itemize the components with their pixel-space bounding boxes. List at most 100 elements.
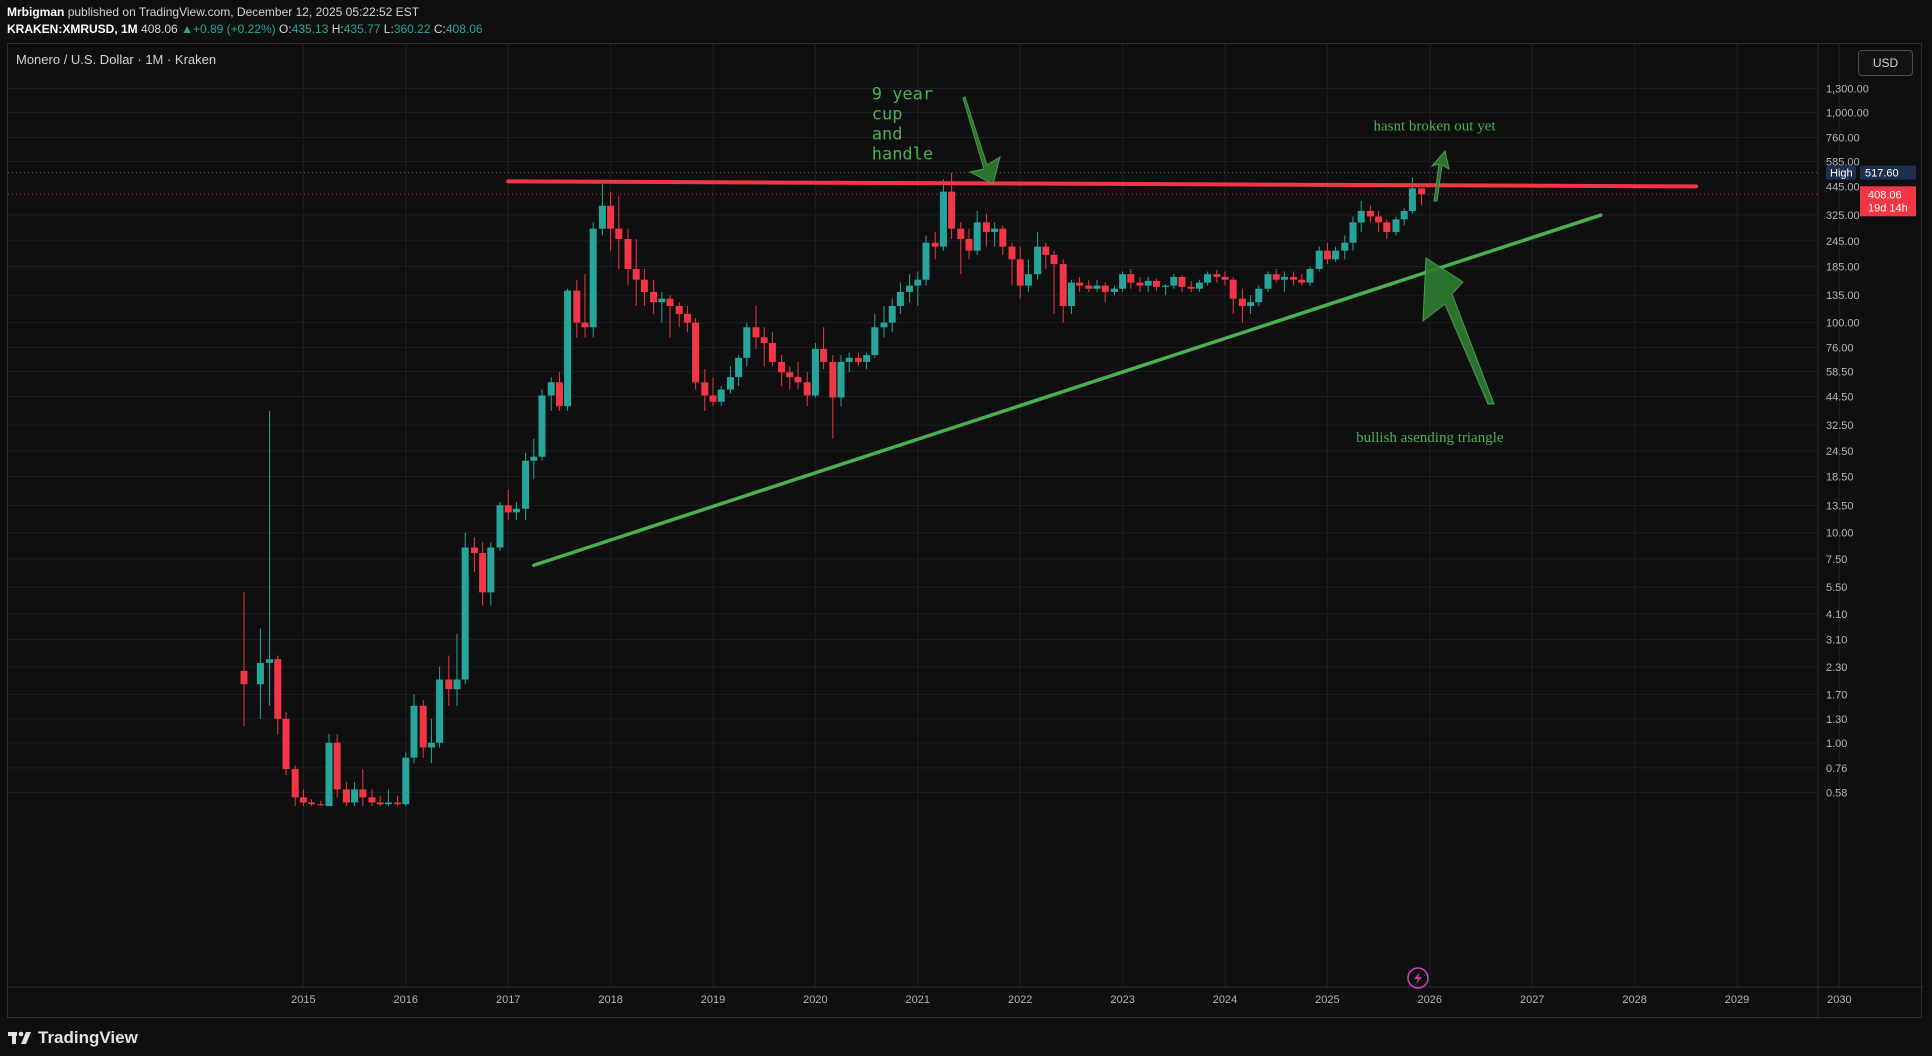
last-price-badge <box>1860 186 1916 217</box>
candle <box>1290 271 1298 286</box>
quote-line: KRAKEN:XMRUSD, 1M 408.06 ▲+0.89 (+0.22%)… <box>7 21 483 37</box>
candle-body <box>811 348 819 396</box>
candle-body <box>837 361 845 398</box>
candle-body <box>701 382 709 396</box>
candle-body <box>1272 274 1280 280</box>
tradingview-logo-icon <box>8 1030 32 1046</box>
candle <box>658 291 666 323</box>
candle-body <box>615 228 623 239</box>
candle <box>1136 276 1144 292</box>
last-price-text: 408.06 <box>1868 189 1902 201</box>
chart-area[interactable]: 9 year cup and handle hasnt broken out yet bu… <box>7 43 1923 1019</box>
candle-body <box>282 718 290 770</box>
gridlines <box>8 44 1840 987</box>
candle <box>1383 219 1391 239</box>
time-tick-label: 2021 <box>906 994 930 1006</box>
publish-info: Mrbigman published on TradingView.com, D… <box>7 4 419 20</box>
candle <box>538 389 546 461</box>
breakout-arrow-icon <box>1430 149 1450 202</box>
price-tick-label: 44.50 <box>1826 391 1854 403</box>
candle <box>794 361 802 390</box>
candle-body <box>871 327 879 356</box>
candle <box>632 238 640 306</box>
candle-body <box>863 355 871 362</box>
price-tick-label: 100.00 <box>1826 318 1860 330</box>
time-tick-label: 2026 <box>1418 994 1442 1006</box>
symbol-name[interactable]: KRAKEN:XMRUSD, 1M <box>7 22 138 36</box>
time-tick-label: 2022 <box>1008 994 1032 1006</box>
candle <box>1323 242 1331 265</box>
candle-body <box>786 372 794 378</box>
currency-button[interactable]: USD <box>1858 50 1913 76</box>
cup-annotation-line: 9 year <box>872 85 933 105</box>
candle-body <box>291 769 299 798</box>
low-value: 360.22 <box>393 22 431 36</box>
candle <box>266 410 274 706</box>
candle-body <box>1067 282 1075 306</box>
candle-body <box>794 377 802 383</box>
candle <box>973 210 981 255</box>
candle-body <box>1323 250 1331 260</box>
candle-body <box>419 705 427 748</box>
triangle-arrow-icon <box>1422 257 1495 405</box>
price-tick-label: 1,300.00 <box>1826 84 1869 96</box>
candle <box>1152 278 1160 291</box>
price-tick-label: 2.30 <box>1826 662 1847 674</box>
change-up-icon: ▲ <box>181 22 193 36</box>
candle <box>1204 271 1212 286</box>
candle <box>957 222 965 275</box>
high-price-text: 517.60 <box>1865 168 1899 180</box>
candle-body <box>487 547 495 593</box>
candle <box>760 327 768 367</box>
tradingview-brand: TradingView <box>38 1028 138 1047</box>
candle-body <box>735 357 743 378</box>
candle <box>1229 276 1237 314</box>
candle <box>1144 276 1152 292</box>
time-tick-label: 2024 <box>1213 994 1237 1006</box>
candle <box>461 532 469 685</box>
candle-body <box>1187 286 1195 289</box>
candle-body <box>1392 219 1400 232</box>
candle-body <box>1059 264 1067 306</box>
candle <box>325 734 333 807</box>
candle <box>666 295 674 338</box>
candle <box>1042 242 1050 269</box>
candle-body <box>896 291 904 306</box>
tradingview-footer[interactable]: TradingView <box>8 1027 138 1049</box>
candle <box>1085 279 1093 292</box>
time-tick-label: 2015 <box>291 994 315 1006</box>
price-tick-label: 3.10 <box>1826 635 1847 647</box>
price-tick-label: 445.00 <box>1826 181 1860 193</box>
bar-countdown-text: 19d 14h <box>1868 202 1908 214</box>
close-label: C: <box>433 22 446 36</box>
candle-body <box>726 377 734 390</box>
candle <box>752 305 760 349</box>
candle-body <box>931 242 939 247</box>
candle-body <box>768 342 776 362</box>
candle <box>624 228 632 286</box>
candle-body <box>709 395 717 402</box>
candle <box>240 592 248 727</box>
candle-body <box>820 348 828 362</box>
candle-body <box>1229 279 1237 299</box>
price-tick-label: 13.50 <box>1826 500 1854 512</box>
author-name[interactable]: Mrbigman <box>7 5 65 19</box>
candle-body <box>1024 274 1032 286</box>
candle <box>811 342 819 398</box>
candle-body <box>359 789 367 798</box>
candle <box>1408 177 1416 214</box>
candle-body <box>504 505 512 513</box>
candle-body <box>512 508 520 513</box>
candle <box>778 355 786 386</box>
candle-body <box>948 191 956 229</box>
candle-body <box>991 228 999 232</box>
candle-body <box>453 679 461 690</box>
candle-body <box>675 305 683 314</box>
candle <box>581 274 589 338</box>
candle-body <box>906 285 914 292</box>
price-tick-label: 760.00 <box>1826 133 1860 145</box>
price-tick-label: 325.00 <box>1826 210 1860 222</box>
candle <box>1170 274 1178 289</box>
candle <box>1255 285 1263 306</box>
